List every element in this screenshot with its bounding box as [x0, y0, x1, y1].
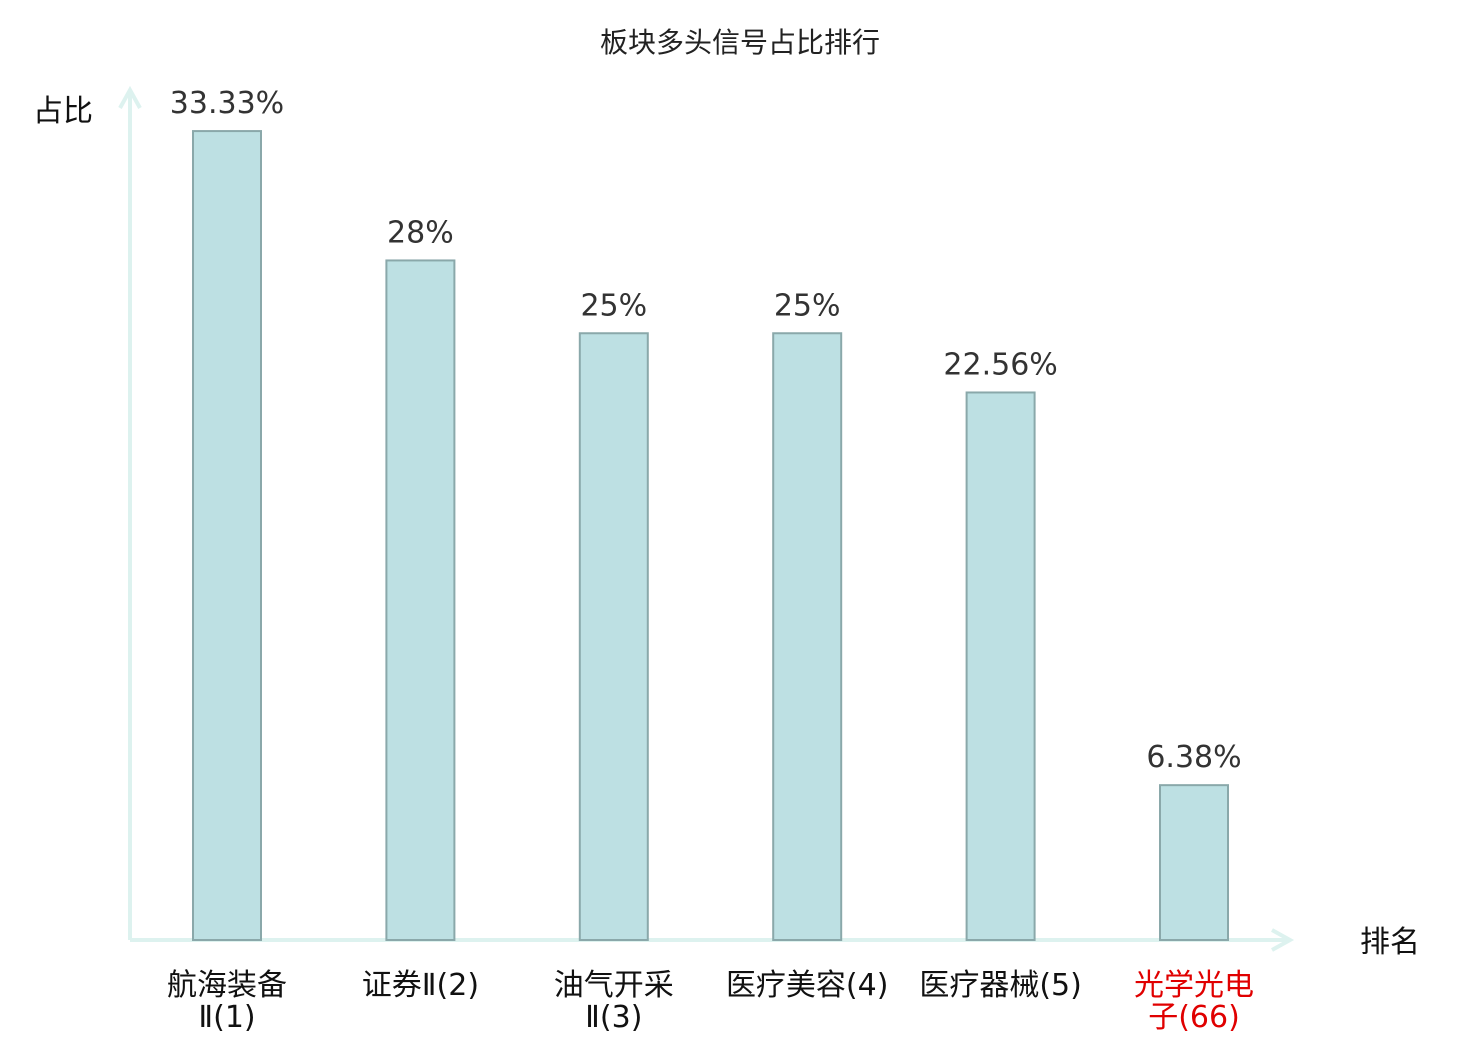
chart-title: 板块多头信号占比排行 — [600, 26, 880, 59]
bars — [192, 130, 1229, 942]
value-label: 22.56% — [943, 347, 1057, 382]
category-label: Ⅱ(1) — [198, 1000, 255, 1035]
bar — [385, 259, 456, 941]
bar — [1159, 784, 1229, 942]
y-axis-label: 占比 — [33, 94, 93, 129]
axes — [118, 85, 1295, 952]
value-labels: 33.33% 28% 25% 25% 22.56% 6.38% — [170, 86, 1242, 775]
value-label: 33.33% — [170, 86, 284, 121]
category-label: 油气开采 — [554, 968, 674, 1003]
y-axis-arrow — [118, 85, 142, 109]
value-label: 25% — [580, 288, 647, 323]
bar — [965, 391, 1036, 941]
category-label: Ⅱ(3) — [585, 1000, 642, 1035]
category-label: 光学光电 — [1134, 968, 1254, 1003]
category-label: 医疗美容(4) — [726, 968, 889, 1003]
x-axis-label: 排名 — [1360, 925, 1420, 960]
category-label: 医疗器械(5) — [919, 968, 1082, 1003]
category-label: 航海装备 — [167, 968, 287, 1003]
value-label: 25% — [774, 288, 841, 323]
bar — [192, 130, 262, 942]
value-label: 28% — [387, 215, 454, 250]
bar — [772, 332, 843, 941]
bar — [578, 332, 649, 941]
category-label: 证券Ⅱ(2) — [362, 968, 479, 1003]
value-label: 6.38% — [1146, 740, 1241, 775]
x-axis-arrow — [1271, 928, 1295, 952]
category-label: 子(66) — [1148, 1000, 1240, 1035]
